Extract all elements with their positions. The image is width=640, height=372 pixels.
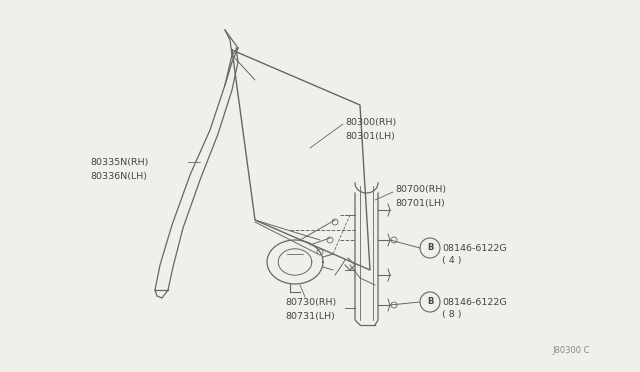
Text: 80335N(RH): 80335N(RH) xyxy=(90,158,148,167)
Text: B: B xyxy=(427,244,433,253)
Text: 80300(RH): 80300(RH) xyxy=(345,118,396,127)
Text: 80301(LH): 80301(LH) xyxy=(345,132,395,141)
Text: 08146-6122G: 08146-6122G xyxy=(442,298,507,307)
Text: 80730(RH): 80730(RH) xyxy=(285,298,336,307)
Text: B: B xyxy=(427,298,433,307)
Text: 08146-6122G: 08146-6122G xyxy=(442,244,507,253)
Text: 80731(LH): 80731(LH) xyxy=(285,312,335,321)
Text: ( 8 ): ( 8 ) xyxy=(442,310,461,319)
Text: 80336N(LH): 80336N(LH) xyxy=(90,172,147,181)
Text: 80701(LH): 80701(LH) xyxy=(395,199,445,208)
Text: J80300 C: J80300 C xyxy=(552,346,590,355)
Text: 80700(RH): 80700(RH) xyxy=(395,185,446,194)
Text: ( 4 ): ( 4 ) xyxy=(442,256,461,265)
